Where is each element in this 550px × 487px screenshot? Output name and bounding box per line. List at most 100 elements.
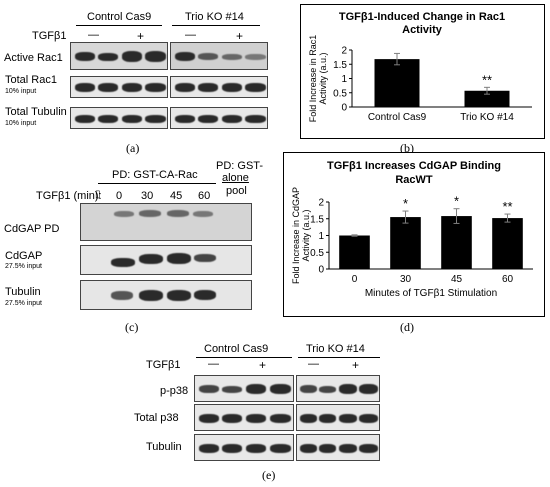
y-tick-label: 0.5 <box>310 248 324 259</box>
blot-total-rac1-trio <box>170 76 268 98</box>
time-label: 0 <box>116 190 123 202</box>
x-tick-label: 45 <box>451 274 463 285</box>
header-underline <box>172 25 260 26</box>
blot-tubulin-e-control <box>194 434 294 461</box>
bar <box>339 235 370 269</box>
bar <box>374 59 420 107</box>
row-label-total-tubulin: Total Tubulin <box>5 106 67 118</box>
x-axis-label: Minutes of TGFβ1 Stimulation <box>365 288 497 299</box>
bar <box>464 90 510 107</box>
chart-d-title-line2: RacWT <box>395 174 433 186</box>
y-tick-label: 2 <box>318 198 324 209</box>
row-label-tubulin: Tubulin <box>5 286 41 298</box>
bar <box>441 216 472 269</box>
header-underline <box>196 357 292 358</box>
row-sublabel: 27.5% input <box>5 263 42 270</box>
header-pd-gst-ca-rac: PD: GST-CA-Rac <box>112 169 198 181</box>
row-label-total-rac1: Total Rac1 <box>5 74 57 86</box>
blot-cdgap-pd <box>80 203 252 241</box>
header-underline <box>76 25 162 26</box>
time-label: 60 <box>198 190 211 202</box>
blot-tubulin-e-trio <box>296 434 380 461</box>
row-label-active-rac1: Active Rac1 <box>4 52 63 64</box>
header-trio-ko: Trio KO #14 <box>306 343 365 355</box>
row-sublabel: 10% input <box>5 120 37 127</box>
chart-b-title-line2: Activity <box>402 24 443 36</box>
x-tick-label: Control Cas9 <box>368 112 427 123</box>
treatment-label: TGFβ1 <box>32 30 67 42</box>
y-tick-label: 0 <box>318 265 324 276</box>
blot-total-rac1-control <box>70 76 168 98</box>
y-axis-label: Fold Increase in CdGAP <box>291 187 301 284</box>
blot-total-p38-control <box>194 404 294 431</box>
y-axis-label: Activity (a.u.) <box>318 52 328 104</box>
x-tick-label: 0 <box>352 274 358 285</box>
lane-empty: ▯ <box>95 189 101 200</box>
significance-label: * <box>403 196 408 211</box>
chart-b-frame <box>300 4 545 139</box>
blot-total-tubulin-trio <box>170 107 268 129</box>
header-control-cas9: Control Cas9 <box>87 11 152 23</box>
blot-total-p38-trio <box>296 404 380 431</box>
panel-letter-e: (e) <box>262 468 276 482</box>
significance-label: * <box>454 194 459 209</box>
row-label-total-p38: Total p38 <box>134 412 179 424</box>
header-underline <box>98 183 216 184</box>
y-tick-label: 1.5 <box>310 214 324 225</box>
significance-label: ** <box>482 72 492 87</box>
chart-d-title-line1: TGFβ1 Increases CdGAP Binding <box>327 160 501 172</box>
plus-sign: + <box>259 358 267 372</box>
header-trio-ko: Trio KO #14 <box>185 11 244 23</box>
panel-letter-d: (d) <box>400 320 414 334</box>
panel-letter-c: (c) <box>125 320 139 334</box>
y-tick-label: 0.5 <box>333 88 347 99</box>
plus-sign: + <box>137 29 145 43</box>
header-underline <box>298 357 380 358</box>
minus-sign: — <box>208 358 219 370</box>
chart-b: TGFβ1-Induced Change in Rac1 Activity 0 0… <box>300 4 545 139</box>
plus-sign: + <box>236 29 244 43</box>
y-axis-label: Activity (a.u.) <box>301 209 311 261</box>
row-label-tubulin: Tubulin <box>146 441 182 453</box>
row-label-cdgap-pd: CdGAP PD <box>4 223 60 235</box>
minus-sign: — <box>185 29 196 41</box>
x-tick-label: 60 <box>502 274 514 285</box>
x-tick-label: Trio KO #14 <box>460 112 514 123</box>
minus-sign: — <box>308 358 319 370</box>
chart-b-title-line1: TGFβ1-Induced Change in Rac1 <box>339 11 505 23</box>
blot-active-rac1-trio <box>170 42 268 70</box>
chart-d: TGFβ1 Increases CdGAP Binding RacWT 0 0.5… <box>283 152 545 317</box>
time-label: 45 <box>170 190 183 202</box>
y-tick-label: 1 <box>341 74 347 85</box>
bar <box>492 218 523 269</box>
row-label-cdgap: CdGAP <box>5 250 43 262</box>
blot-active-rac1-control <box>70 42 168 70</box>
time-label: 30 <box>141 190 154 202</box>
panel-letter-b: (b) <box>400 141 414 155</box>
y-axis-label: Fold Increase in Rac1 <box>308 35 318 123</box>
blot-tubulin-c <box>80 280 252 310</box>
minus-sign: — <box>88 29 99 41</box>
header-control-cas9: Control Cas9 <box>204 343 269 355</box>
blot-p-p38-control <box>194 375 294 402</box>
y-tick-label: 2 <box>341 46 347 57</box>
header-alone: alone <box>222 172 249 184</box>
row-sublabel: 10% input <box>5 88 37 95</box>
bar <box>390 217 421 269</box>
y-tick-label: 0 <box>341 103 347 114</box>
treatment-label: TGFβ1 (min): <box>36 190 102 202</box>
treatment-label: TGFβ1 <box>146 359 181 371</box>
y-tick-label: 1.5 <box>333 60 347 71</box>
blot-cdgap <box>80 245 252 275</box>
header-pool: pool <box>226 185 247 197</box>
blot-total-tubulin-control <box>70 107 168 129</box>
row-sublabel: 27.5% input <box>5 300 42 307</box>
blot-p-p38-trio <box>296 375 380 402</box>
x-tick-label: 30 <box>400 274 412 285</box>
plus-sign: + <box>352 358 360 372</box>
significance-label: ** <box>502 199 512 214</box>
panel-letter-a: (a) <box>126 141 140 155</box>
y-tick-label: 1 <box>318 231 324 242</box>
header-pd-gst-alone: PD: GST- <box>216 160 264 172</box>
row-label-p-p38: p-p38 <box>160 385 189 397</box>
